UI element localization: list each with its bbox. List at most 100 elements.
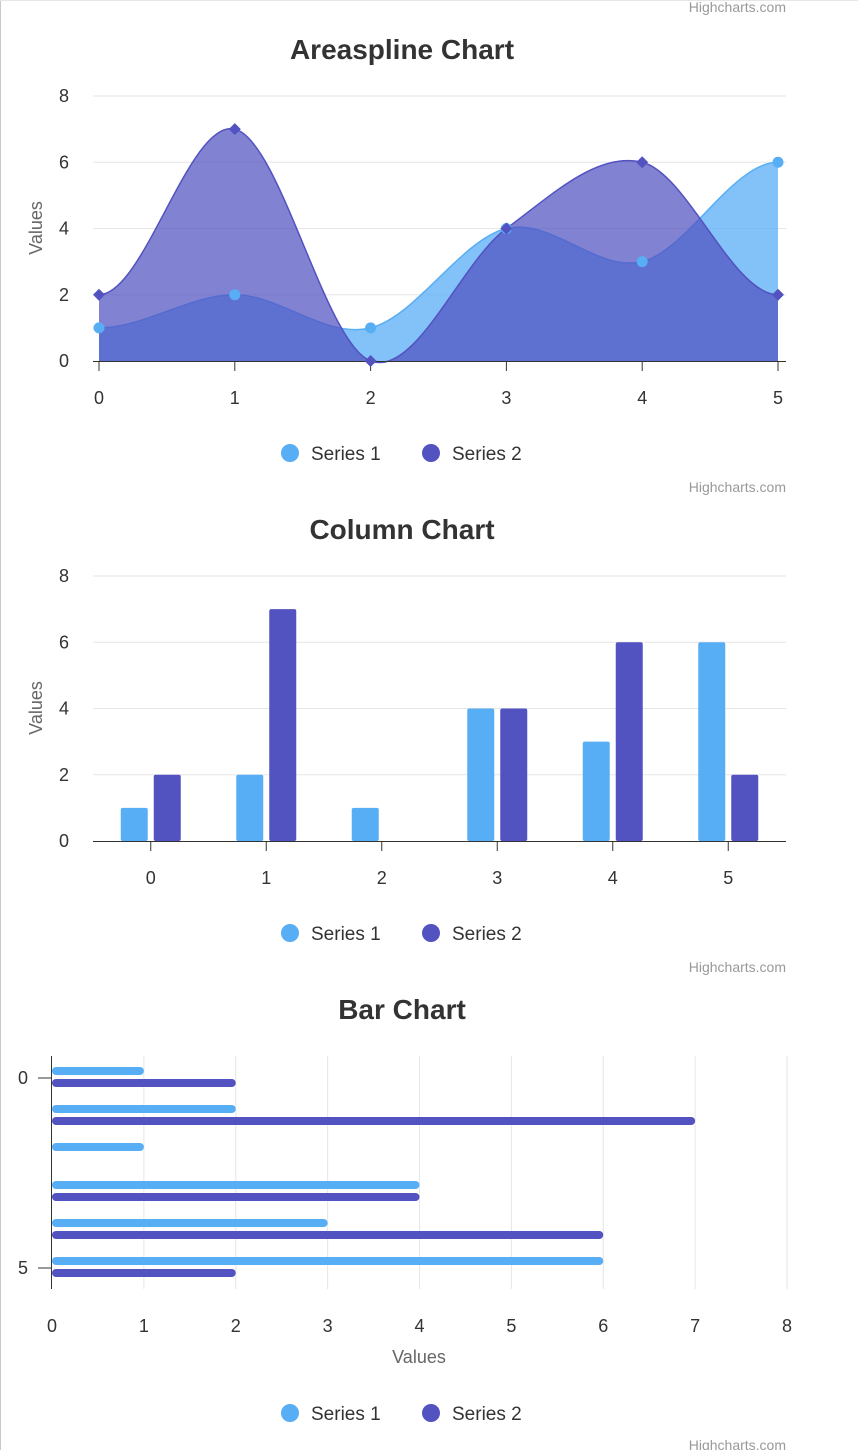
series-1-point-4 [636, 256, 648, 268]
column-series-1-cat-2 [351, 807, 379, 841]
bar-legend: Series 1 Series 2 [281, 1404, 522, 1425]
legend-series-1-symbol [281, 1404, 299, 1422]
column-x-axis-labels: 0 1 2 3 4 5 [146, 841, 733, 888]
y-tick-label-4: 4 [59, 219, 69, 239]
bar-category-axis: 05 [18, 1056, 52, 1289]
areaspline-chart-title: Areaspline Chart [290, 34, 514, 65]
column-series-2-cat-0 [153, 774, 181, 841]
bar-series-2-cat-5 [52, 1269, 236, 1277]
credit-link-top[interactable]: Highcharts.com [689, 0, 786, 15]
column-chart: Column Chart Values 0 2 4 6 8 0 1 2 3 4 5 Series … [26, 514, 786, 975]
column-series-2-cat-3 [500, 708, 528, 841]
page-top-border [0, 0, 858, 1]
x-tick-label-1: 1 [230, 388, 240, 408]
series-1-point-1 [229, 289, 241, 301]
credit-link-2[interactable]: Highcharts.com [689, 959, 786, 975]
legend-item-series-1[interactable]: Series 1 [281, 444, 381, 465]
bar-series-1-cat-4 [52, 1219, 328, 1227]
areaspline-y-axis-title: Values [26, 201, 46, 255]
legend-item-series-2[interactable]: Series 2 [422, 444, 522, 465]
category-tick-label-5: 5 [18, 1258, 28, 1278]
y-tick-label-2: 2 [59, 285, 69, 305]
y-tick-label-0: 0 [59, 831, 69, 851]
legend-item-series-2[interactable]: Series 2 [422, 1404, 522, 1425]
x-tick-label-6: 6 [598, 1316, 608, 1336]
x-tick-label-5: 5 [506, 1316, 516, 1336]
series-1-point-2 [365, 322, 377, 334]
x-tick-label-0: 0 [146, 868, 156, 888]
bar-bars [52, 1067, 696, 1277]
x-tick-label-3: 3 [492, 868, 502, 888]
series-1-point-0 [93, 322, 105, 334]
x-tick-label-4: 4 [414, 1316, 424, 1336]
x-tick-label-0: 0 [94, 388, 104, 408]
x-tick-label-0: 0 [47, 1316, 57, 1336]
column-series-1-cat-4 [582, 741, 610, 841]
areaspline-y-axis-labels: 0 2 4 6 8 [59, 86, 69, 371]
bar-value-axis-title: Values [392, 1347, 446, 1367]
bar-series-2-cat-1 [52, 1117, 696, 1125]
series-2-area [99, 128, 778, 363]
legend-series-2-symbol [422, 924, 440, 942]
x-tick-label-1: 1 [139, 1316, 149, 1336]
bar-series-2-cat-0 [52, 1079, 236, 1087]
column-series-2-cat-1 [269, 609, 297, 841]
legend-series-1-label: Series 1 [311, 924, 381, 945]
bar-series-2-cat-4 [52, 1231, 604, 1239]
x-tick-label-1: 1 [261, 868, 271, 888]
areaspline-point-markers [93, 123, 784, 367]
y-tick-label-6: 6 [59, 152, 69, 172]
legend-series-1-label: Series 1 [311, 444, 381, 465]
column-series-1-cat-3 [467, 708, 495, 841]
legend-item-series-2[interactable]: Series 2 [422, 924, 522, 945]
column-bars [120, 609, 759, 841]
series-2-point-0 [93, 288, 105, 301]
series-2-point-3 [500, 222, 513, 235]
x-tick-label-8: 8 [782, 1316, 792, 1336]
series-2-point-2 [364, 355, 377, 367]
column-series-2-cat-4 [615, 642, 643, 841]
column-series-1-cat-5 [698, 642, 726, 841]
column-series-1-cat-0 [120, 807, 148, 841]
column-legend: Series 1 Series 2 [281, 924, 522, 945]
areaspline-x-axis-labels: 0 1 2 3 4 5 [94, 361, 783, 408]
x-tick-label-2: 2 [377, 868, 387, 888]
legend-series-2-symbol [422, 1404, 440, 1422]
page-left-border [0, 0, 1, 1450]
series-2-point-4 [636, 156, 649, 169]
series-1-point-5 [772, 156, 784, 168]
y-tick-label-8: 8 [59, 86, 69, 106]
x-tick-label-4: 4 [637, 388, 647, 408]
x-tick-label-5: 5 [773, 388, 783, 408]
legend-series-1-symbol [281, 444, 299, 462]
column-y-axis-labels: 0 2 4 6 8 [59, 566, 69, 851]
legend-series-1-symbol [281, 924, 299, 942]
areaspline-legend: Series 1 Series 2 [281, 444, 522, 465]
legend-item-series-1[interactable]: Series 1 [281, 924, 381, 945]
x-tick-label-2: 2 [366, 388, 376, 408]
y-tick-label-6: 6 [59, 632, 69, 652]
bar-chart-title: Bar Chart [338, 994, 466, 1025]
legend-item-series-1[interactable]: Series 1 [281, 1404, 381, 1425]
x-tick-label-3: 3 [501, 388, 511, 408]
bar-series-1-cat-1 [52, 1105, 236, 1113]
x-tick-label-7: 7 [690, 1316, 700, 1336]
legend-series-2-label: Series 2 [452, 1404, 522, 1425]
column-series-1-cat-1 [236, 774, 264, 841]
y-tick-label-0: 0 [59, 351, 69, 371]
legend-series-2-symbol [422, 444, 440, 462]
legend-series-1-label: Series 1 [311, 1404, 381, 1425]
credit-link-3[interactable]: Highcharts.com [689, 1437, 786, 1450]
series-2-point-1 [228, 123, 241, 136]
series-2-line [98, 128, 779, 364]
legend-series-2-label: Series 2 [452, 924, 522, 945]
y-tick-label-8: 8 [59, 566, 69, 586]
bar-gridlines [143, 1056, 788, 1289]
bar-series-1-cat-3 [52, 1181, 420, 1189]
credit-link-1[interactable]: Highcharts.com [689, 479, 786, 495]
column-gridlines [93, 575, 786, 776]
x-tick-label-5: 5 [723, 868, 733, 888]
areaspline-chart: Highcharts.com Areaspline Chart Values 0… [26, 0, 786, 495]
y-tick-label-2: 2 [59, 765, 69, 785]
